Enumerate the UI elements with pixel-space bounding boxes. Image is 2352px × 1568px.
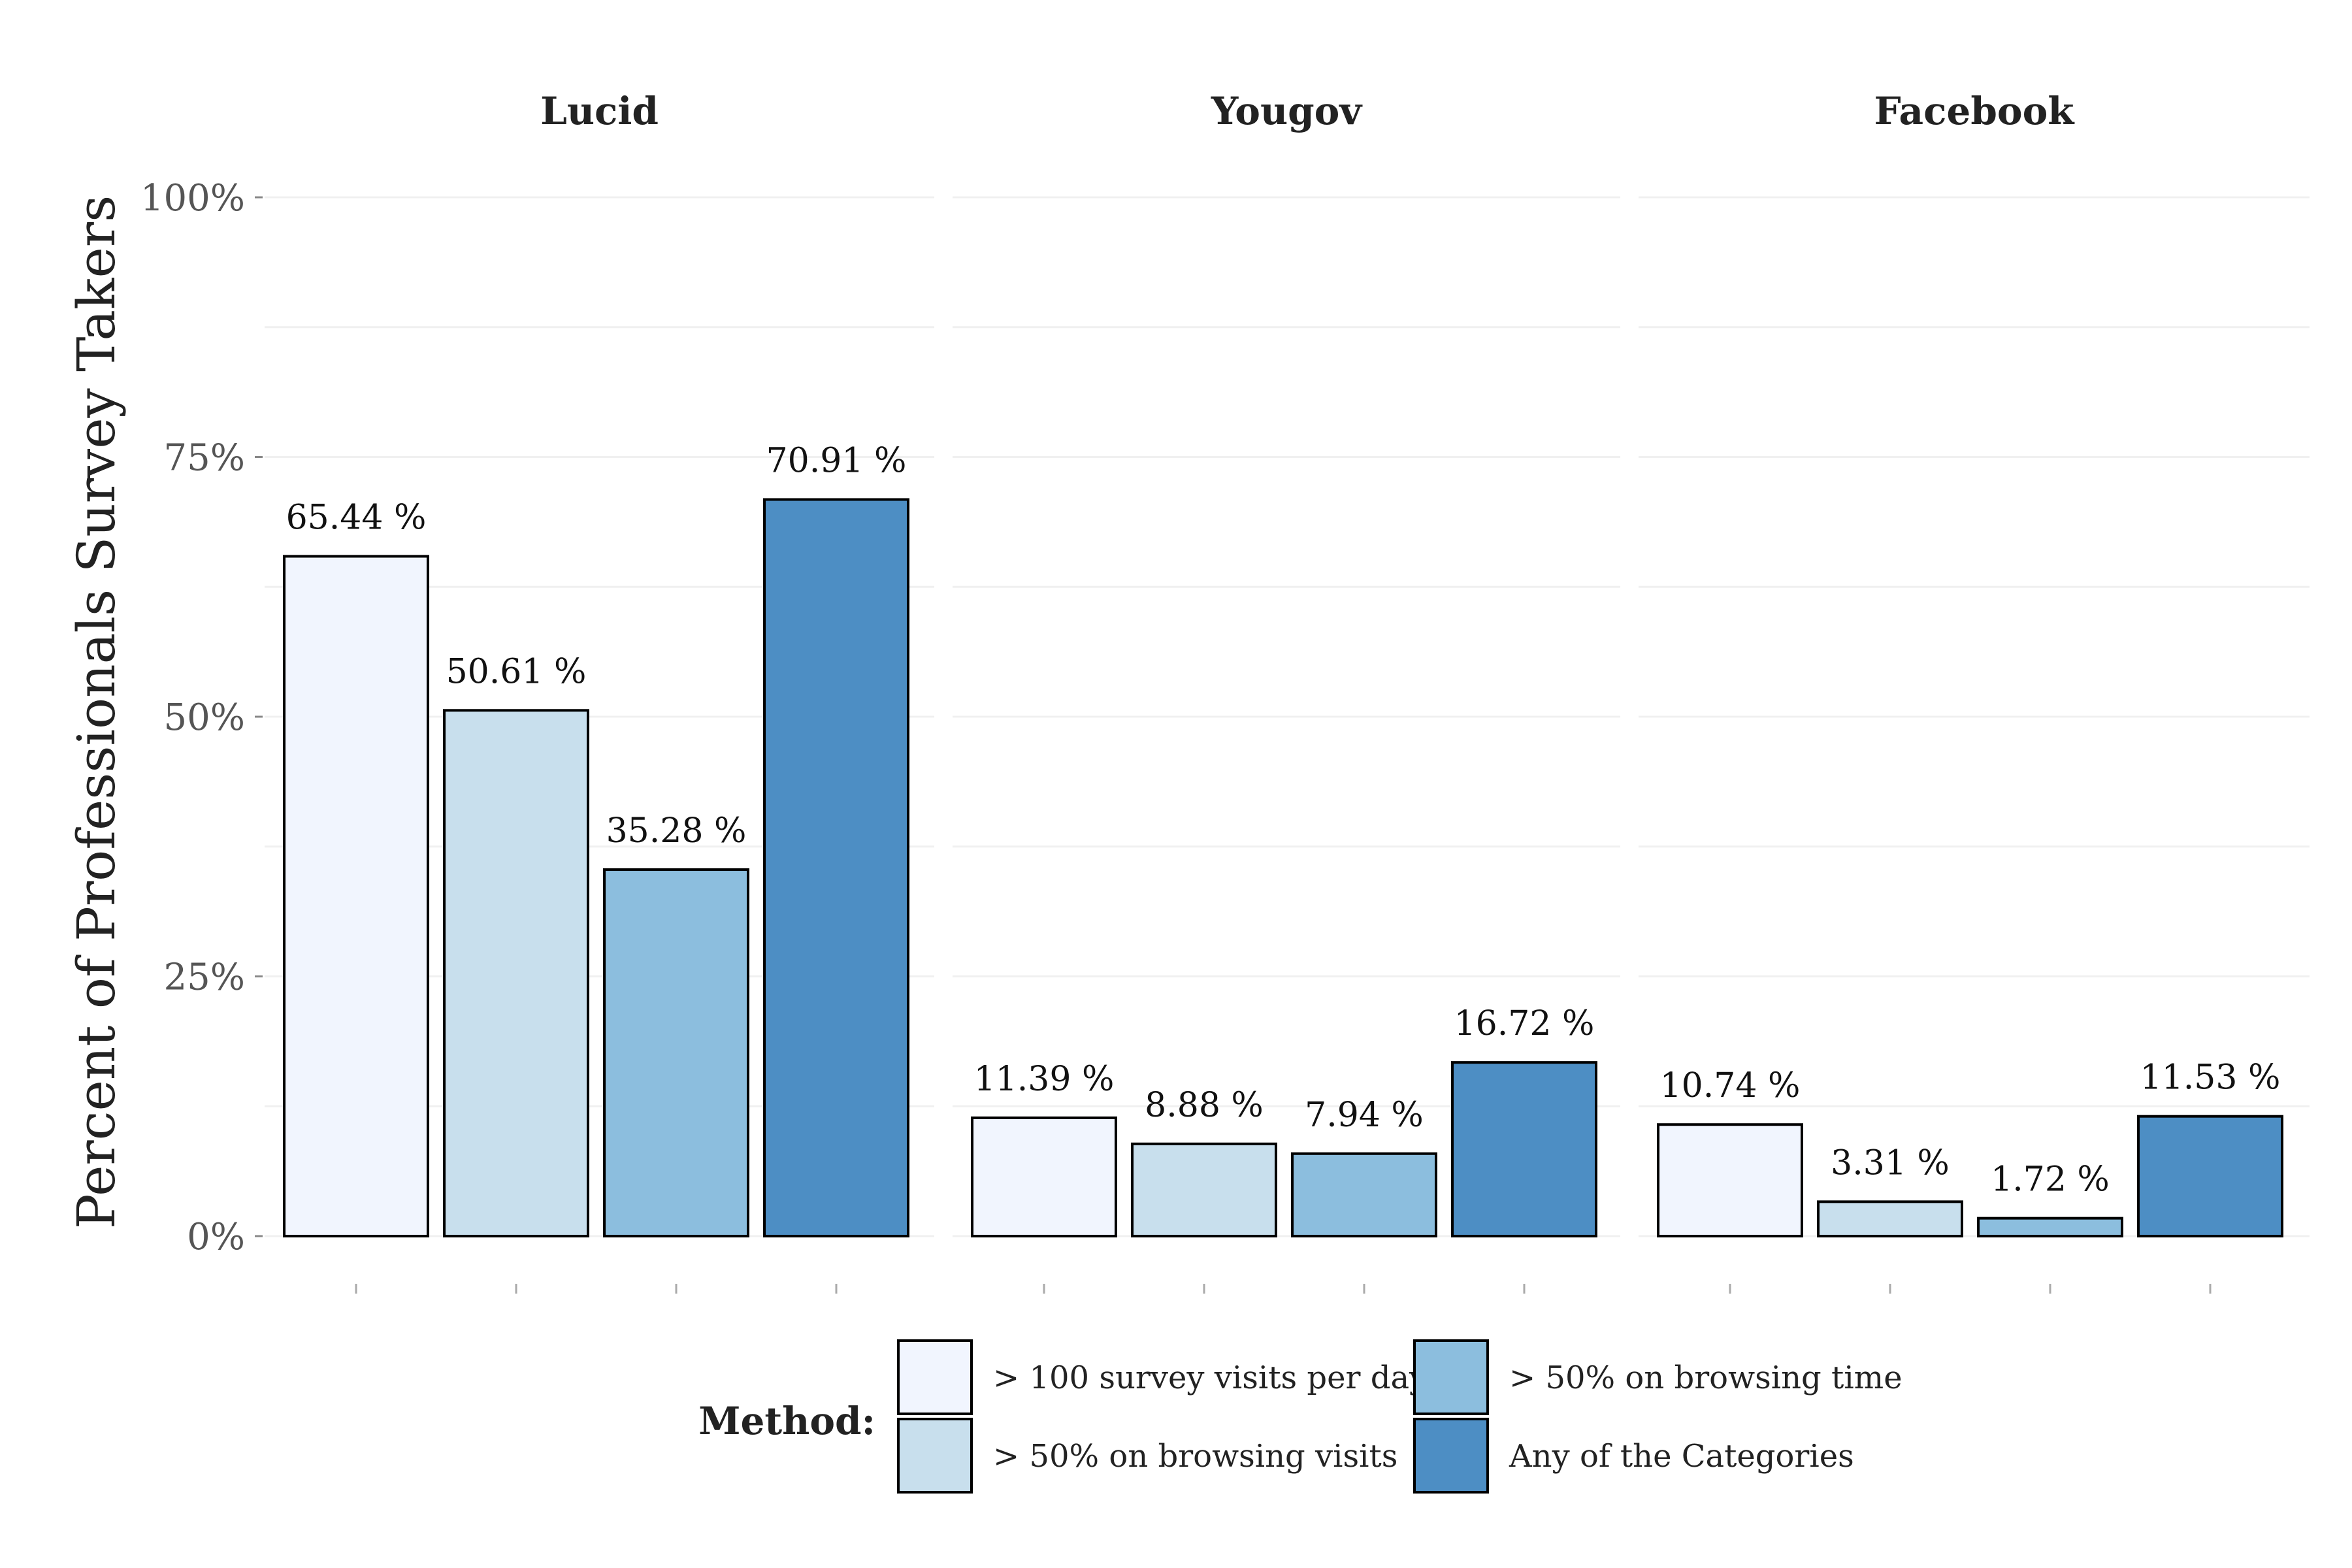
bar — [443, 709, 589, 1237]
bar — [1131, 1142, 1277, 1237]
bar — [763, 498, 909, 1237]
y-axis-label: Percent of Professionals Survey Takers — [66, 195, 127, 1229]
legend-label: > 50% on browsing visits — [993, 1438, 1397, 1475]
data-label: 65.44 % — [286, 498, 427, 538]
legend-swatch — [897, 1339, 973, 1415]
panel-yougov: Yougov 11.39 % 8.88 % 7.94 % 16.72 % — [971, 89, 1597, 1294]
y-tick-label: 0% — [187, 1216, 245, 1258]
bar — [1291, 1152, 1437, 1238]
panel-lucid: Lucid 65.44 % 50.61 % 35.28 % 70.91 % — [283, 89, 909, 1294]
panel-title: Facebook — [1874, 89, 2076, 133]
bar — [2137, 1115, 2283, 1237]
y-tick-label: 75% — [164, 437, 245, 480]
bar — [1817, 1200, 1963, 1237]
y-tick-label: 50% — [164, 696, 245, 739]
legend-label: Any of the Categories — [1509, 1438, 1854, 1475]
data-label: 3.31 % — [1831, 1143, 1950, 1183]
bar — [971, 1116, 1117, 1238]
gridlines — [265, 196, 2310, 1237]
data-label: 1.72 % — [1991, 1160, 2110, 1200]
bar — [1977, 1217, 2123, 1237]
legend-swatch — [897, 1418, 973, 1494]
panels: Lucid 65.44 % 50.61 % 35.28 % 70.91 % Yougov 1… — [283, 89, 2283, 1294]
y-axis: 0% 25% 50% 75% 100% — [140, 177, 263, 1258]
legend-item: Any of the Categories — [1413, 1418, 1854, 1494]
bar — [1657, 1123, 1803, 1238]
data-label: 16.72 % — [1454, 1004, 1595, 1043]
legend-item: > 50% on browsing visits — [897, 1418, 1397, 1494]
data-label: 8.88 % — [1145, 1086, 1264, 1125]
legend-title: Method: — [698, 1399, 875, 1443]
bar — [1451, 1061, 1597, 1237]
y-tick-label: 100% — [140, 177, 245, 220]
legend: Method: > 100 survey visits per day > 50%… — [698, 1339, 1903, 1494]
legend-label: > 100 survey visits per day — [993, 1360, 1427, 1396]
data-label: 7.94 % — [1305, 1096, 1424, 1135]
legend-item: > 100 survey visits per day — [897, 1339, 1427, 1415]
panel-facebook: Facebook 10.74 % 3.31 % 1.72 % 11.53 % — [1657, 89, 2283, 1294]
panel-title: Yougov — [1211, 89, 1363, 133]
panel-title: Lucid — [540, 89, 659, 133]
data-label: 35.28 % — [606, 811, 747, 851]
bar — [603, 868, 749, 1237]
data-label: 50.61 % — [446, 652, 587, 691]
data-label: 11.39 % — [974, 1060, 1115, 1099]
legend-label: > 50% on browsing time — [1509, 1360, 1903, 1396]
legend-swatch — [1413, 1339, 1489, 1415]
y-tick-label: 25% — [164, 956, 245, 999]
legend-swatch — [1413, 1418, 1489, 1494]
data-label: 10.74 % — [1660, 1066, 1801, 1105]
legend-item: > 50% on browsing time — [1413, 1339, 1903, 1415]
data-label: 11.53 % — [2140, 1058, 2281, 1098]
data-label: 70.91 % — [766, 442, 907, 481]
bar — [283, 555, 429, 1237]
